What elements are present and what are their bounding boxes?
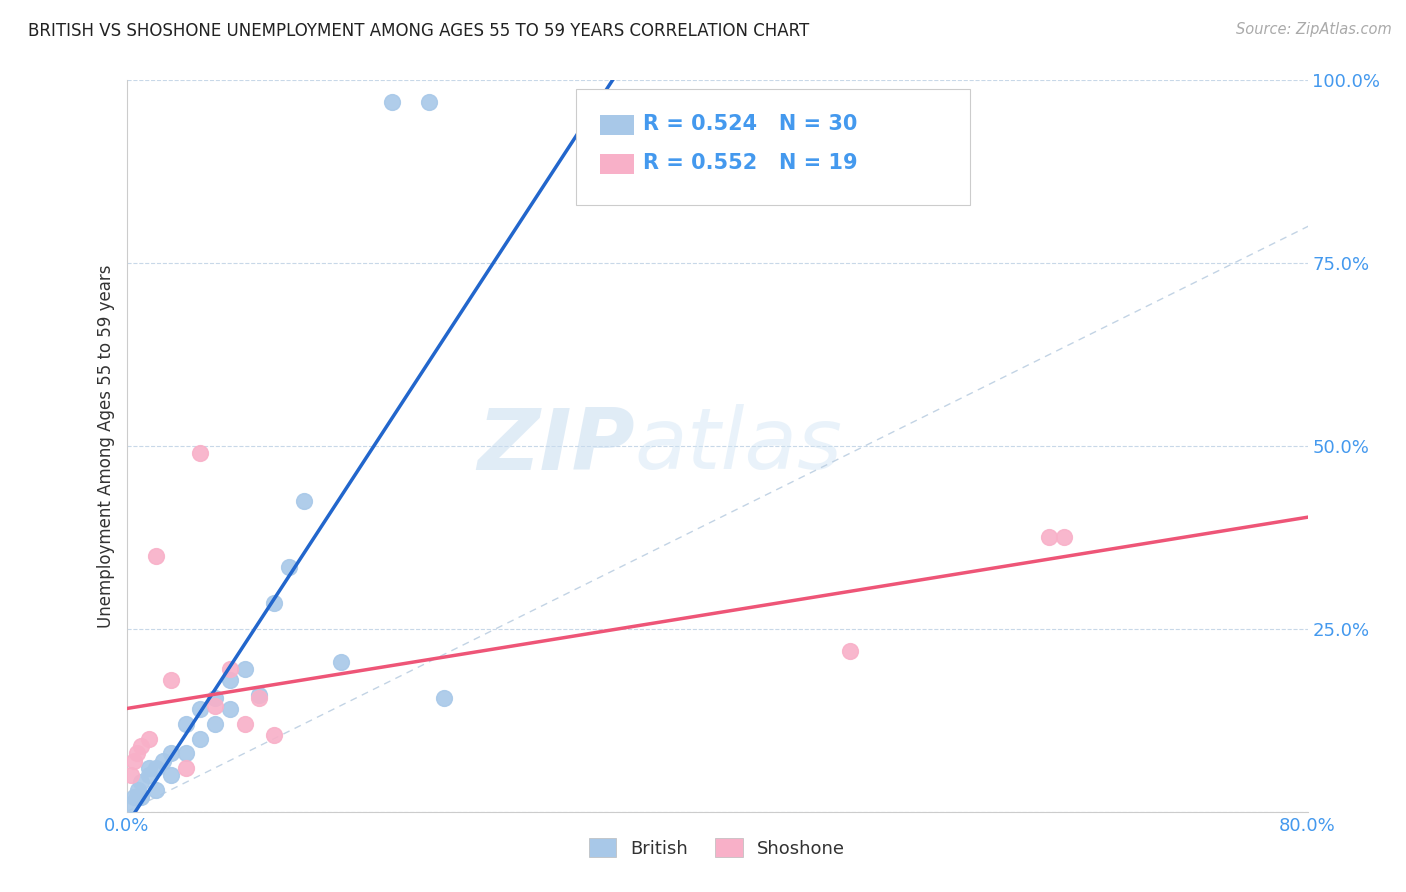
Text: R = 0.552   N = 19: R = 0.552 N = 19 [643, 153, 858, 173]
Y-axis label: Unemployment Among Ages 55 to 59 years: Unemployment Among Ages 55 to 59 years [97, 264, 115, 628]
Point [159, 673, 183, 687]
Text: BRITISH VS SHOSHONE UNEMPLOYMENT AMONG AGES 55 TO 59 YEARS CORRELATION CHART: BRITISH VS SHOSHONE UNEMPLOYMENT AMONG A… [28, 22, 810, 40]
Legend: British, Shoshone: British, Shoshone [582, 831, 852, 865]
Point [120, 768, 142, 782]
Text: atlas: atlas [634, 404, 842, 488]
Point [204, 717, 226, 731]
Point [247, 691, 270, 706]
Point [204, 691, 226, 706]
Text: ZIP: ZIP [477, 404, 634, 488]
Point [278, 559, 301, 574]
Point [127, 782, 149, 797]
Text: R = 0.524   N = 30: R = 0.524 N = 30 [643, 114, 856, 134]
Point [174, 746, 197, 760]
Point [1053, 530, 1076, 544]
Point [152, 754, 174, 768]
Point [138, 731, 160, 746]
Text: Source: ZipAtlas.com: Source: ZipAtlas.com [1236, 22, 1392, 37]
Point [138, 761, 160, 775]
Point [145, 782, 167, 797]
Point [233, 662, 256, 676]
Point [125, 790, 148, 805]
Point [329, 655, 352, 669]
Point [263, 596, 285, 610]
Point [188, 702, 211, 716]
Point [138, 768, 160, 782]
Point [174, 761, 197, 775]
Point [159, 768, 183, 782]
Point [122, 790, 145, 805]
Point [292, 494, 315, 508]
Point [122, 754, 145, 768]
Point [159, 746, 183, 760]
Point [247, 688, 270, 702]
Point [838, 644, 860, 658]
Point [129, 739, 153, 753]
Point [219, 702, 242, 716]
Point [129, 775, 153, 789]
Point [188, 446, 211, 460]
Point [219, 673, 242, 687]
Point [188, 731, 211, 746]
Point [125, 746, 148, 760]
Point [381, 95, 404, 110]
Point [263, 728, 285, 742]
Point [1038, 530, 1060, 544]
Point [174, 717, 197, 731]
Point [433, 691, 456, 706]
Point [129, 790, 153, 805]
Point [120, 797, 142, 812]
Point [145, 549, 167, 563]
Point [219, 662, 242, 676]
Point [233, 717, 256, 731]
Point [204, 698, 226, 713]
Point [145, 761, 167, 775]
Point [418, 95, 440, 110]
